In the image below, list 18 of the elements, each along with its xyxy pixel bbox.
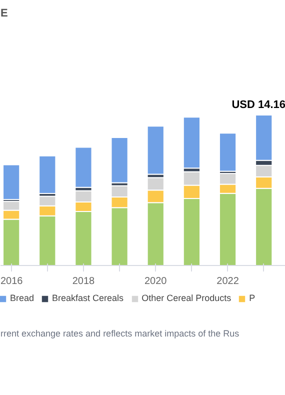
bar [74,146,92,188]
legend-label: P [249,293,256,303]
legend-label: Other Cereal Products [142,293,232,303]
total-label: USD 14.16 [232,98,285,111]
bar [38,155,56,194]
x-tick-label: 2020 [144,276,168,287]
x-tick-label: 2016 [0,276,24,287]
bar [110,136,128,184]
bar [182,116,200,169]
legend-label: Breakfast Cereals [52,293,124,303]
bar [218,132,237,172]
x-tick-label: 2022 [216,276,240,287]
x-tick-label: 2018 [72,276,96,287]
chart-title: E [0,8,8,20]
legend-label: Bread [10,293,34,303]
text: rrent exchange rates and reflects market impacts of the Rus [0,328,240,338]
bar [2,164,20,200]
bar [146,126,164,175]
